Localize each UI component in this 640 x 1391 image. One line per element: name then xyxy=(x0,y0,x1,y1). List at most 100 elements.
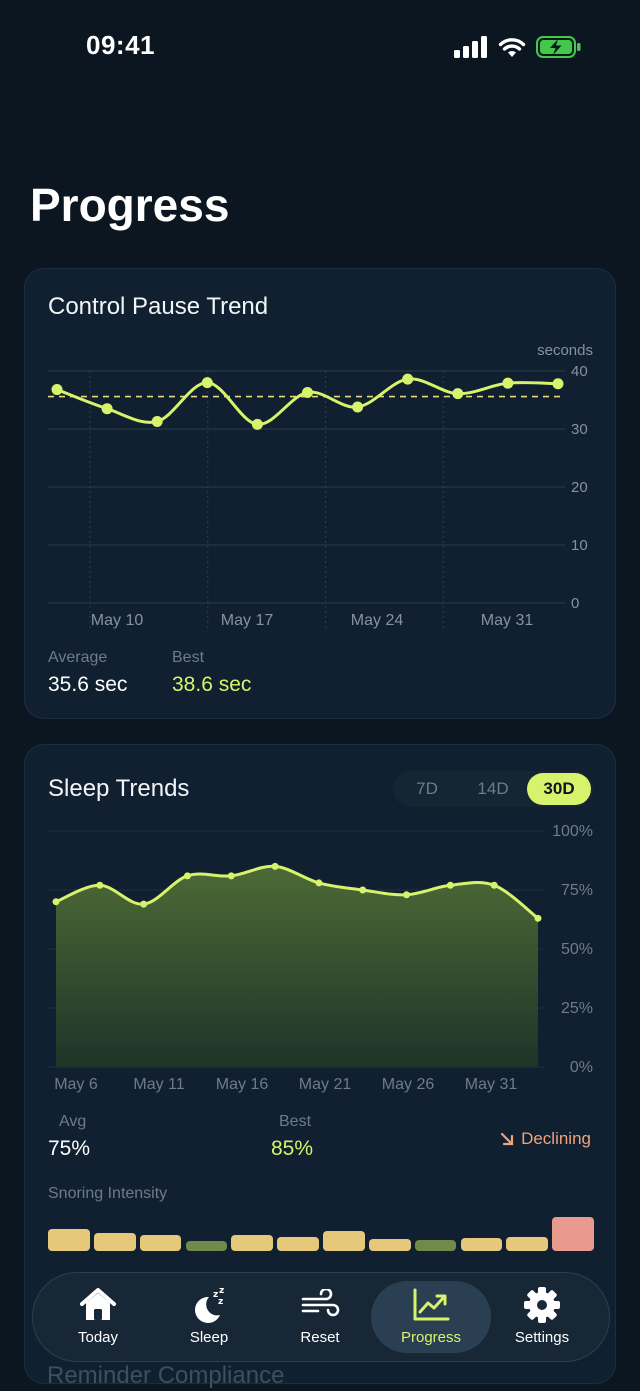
cellular-signal-icon xyxy=(454,36,487,58)
x-tick-label: May 21 xyxy=(299,1076,352,1093)
data-point xyxy=(315,879,323,887)
tab-reset[interactable]: Reset xyxy=(260,1281,380,1353)
tab-sleep[interactable]: z z z Sleep xyxy=(149,1281,269,1353)
area-fill xyxy=(56,866,538,1067)
snoring-bar xyxy=(368,1239,411,1251)
snoring-bar xyxy=(323,1231,365,1251)
series-line xyxy=(55,377,560,426)
snoring-bar xyxy=(231,1235,274,1251)
y-tick-label: 30 xyxy=(571,421,588,438)
gear-icon xyxy=(522,1285,562,1325)
control-pause-title: Control Pause Trend xyxy=(48,293,269,320)
page-title: Progress xyxy=(30,179,230,231)
x-tick-label: May 17 xyxy=(221,612,274,629)
data-point xyxy=(52,898,60,906)
home-icon xyxy=(78,1285,118,1325)
snoring-bar xyxy=(506,1237,549,1251)
snoring-bar xyxy=(460,1238,503,1251)
data-point xyxy=(51,384,63,396)
data-point xyxy=(101,403,113,415)
data-point xyxy=(552,378,564,390)
y-tick-label: 100% xyxy=(552,823,593,840)
moon-zzz-icon: z z z xyxy=(189,1285,229,1325)
average-label: Average xyxy=(48,649,108,666)
range-tab-7d[interactable]: 7D xyxy=(416,779,438,798)
snoring-bar xyxy=(552,1217,594,1251)
trend-indicator: Declining xyxy=(499,1129,591,1149)
tab-settings[interactable]: Settings xyxy=(482,1281,602,1353)
range-tab-14d[interactable]: 14D xyxy=(477,779,509,798)
sleep-avg-value: 75% xyxy=(48,1137,91,1160)
y-tick-label: 25% xyxy=(561,1000,593,1017)
sleep-avg-label: Avg xyxy=(59,1113,87,1130)
y-tick-label: 75% xyxy=(561,882,593,899)
data-point xyxy=(446,881,454,889)
data-point xyxy=(96,881,104,889)
data-point xyxy=(227,872,235,880)
data-point xyxy=(402,373,414,385)
average-value: 35.6 sec xyxy=(48,673,128,696)
snoring-bar xyxy=(414,1239,457,1251)
status-time: 09:41 xyxy=(86,30,155,60)
tab-label: Today xyxy=(77,1329,119,1346)
snoring-bar xyxy=(185,1241,228,1251)
tab-bar: Today z z z Sleep Reset xyxy=(32,1272,610,1362)
data-point xyxy=(352,401,364,413)
x-tick-label: May 31 xyxy=(465,1076,518,1093)
tab-today[interactable]: Today xyxy=(38,1281,158,1353)
arrow-down-right-icon xyxy=(500,1132,514,1146)
x-tick-label: May 10 xyxy=(91,612,144,629)
data-point xyxy=(490,881,498,889)
wifi-icon xyxy=(498,38,526,57)
reminder-compliance-title: Reminder Compliance xyxy=(47,1362,285,1389)
data-point xyxy=(302,386,313,398)
svg-text:z: z xyxy=(218,1297,223,1307)
tab-label: Settings xyxy=(514,1329,570,1346)
tab-label: Sleep xyxy=(189,1329,229,1346)
data-point xyxy=(201,377,213,389)
data-point xyxy=(502,377,514,389)
x-tick-label: May 11 xyxy=(133,1076,184,1093)
range-tab-30d[interactable]: 30D xyxy=(527,773,591,805)
tab-label: Reset xyxy=(300,1329,340,1346)
svg-text:z: z xyxy=(213,1290,218,1300)
snoring-intensity-bars xyxy=(48,1211,594,1251)
range-selector: 7D 14D 30D xyxy=(393,771,593,807)
trend-label: Declining xyxy=(521,1129,591,1148)
sleep-trends-title: Sleep Trends xyxy=(48,775,190,802)
control-pause-chart: seconds 0 10 20 30 40 May 10 May 17 May 24 May 3… xyxy=(48,342,593,629)
data-point xyxy=(151,415,163,427)
best-label: Best xyxy=(172,649,205,666)
x-tick-label: May 16 xyxy=(216,1076,269,1093)
data-point xyxy=(140,900,148,908)
sleep-best-label: Best xyxy=(279,1113,312,1130)
trend-up-icon xyxy=(411,1285,451,1325)
y-unit-label: seconds xyxy=(537,342,593,359)
x-tick-label: May 26 xyxy=(382,1076,435,1093)
snoring-bar xyxy=(93,1233,136,1251)
sleep-trends-chart: 0% 25% 50% 75% 100% May 6 May 11 May 16 May 21 Ma… xyxy=(48,823,593,1093)
x-tick-label: May 6 xyxy=(54,1076,98,1093)
data-point xyxy=(534,914,542,922)
series-line xyxy=(54,864,540,920)
snoring-label: Snoring Intensity xyxy=(48,1185,168,1202)
tab-label: Progress xyxy=(400,1329,462,1346)
snoring-bar xyxy=(277,1237,319,1251)
best-value: 38.6 sec xyxy=(172,673,252,696)
data-point xyxy=(403,891,411,899)
y-tick-label: 50% xyxy=(561,941,593,958)
status-bar: 09:41 xyxy=(0,0,640,90)
y-tick-label: 0 xyxy=(571,595,579,612)
x-tick-label: May 24 xyxy=(351,612,404,629)
snoring-bar xyxy=(139,1235,182,1251)
y-tick-label: 0% xyxy=(570,1059,593,1076)
tab-progress[interactable]: Progress xyxy=(371,1281,491,1353)
sleep-best-value: 85% xyxy=(271,1137,314,1160)
snoring-bar xyxy=(48,1229,90,1251)
data-point xyxy=(359,886,367,894)
data-point xyxy=(251,418,263,430)
control-pause-card: Control Pause Trend seconds 0 10 20 30 40 May… xyxy=(24,268,616,719)
status-icons xyxy=(454,34,582,60)
svg-text:z: z xyxy=(219,1286,224,1296)
y-tick-label: 20 xyxy=(571,479,588,496)
